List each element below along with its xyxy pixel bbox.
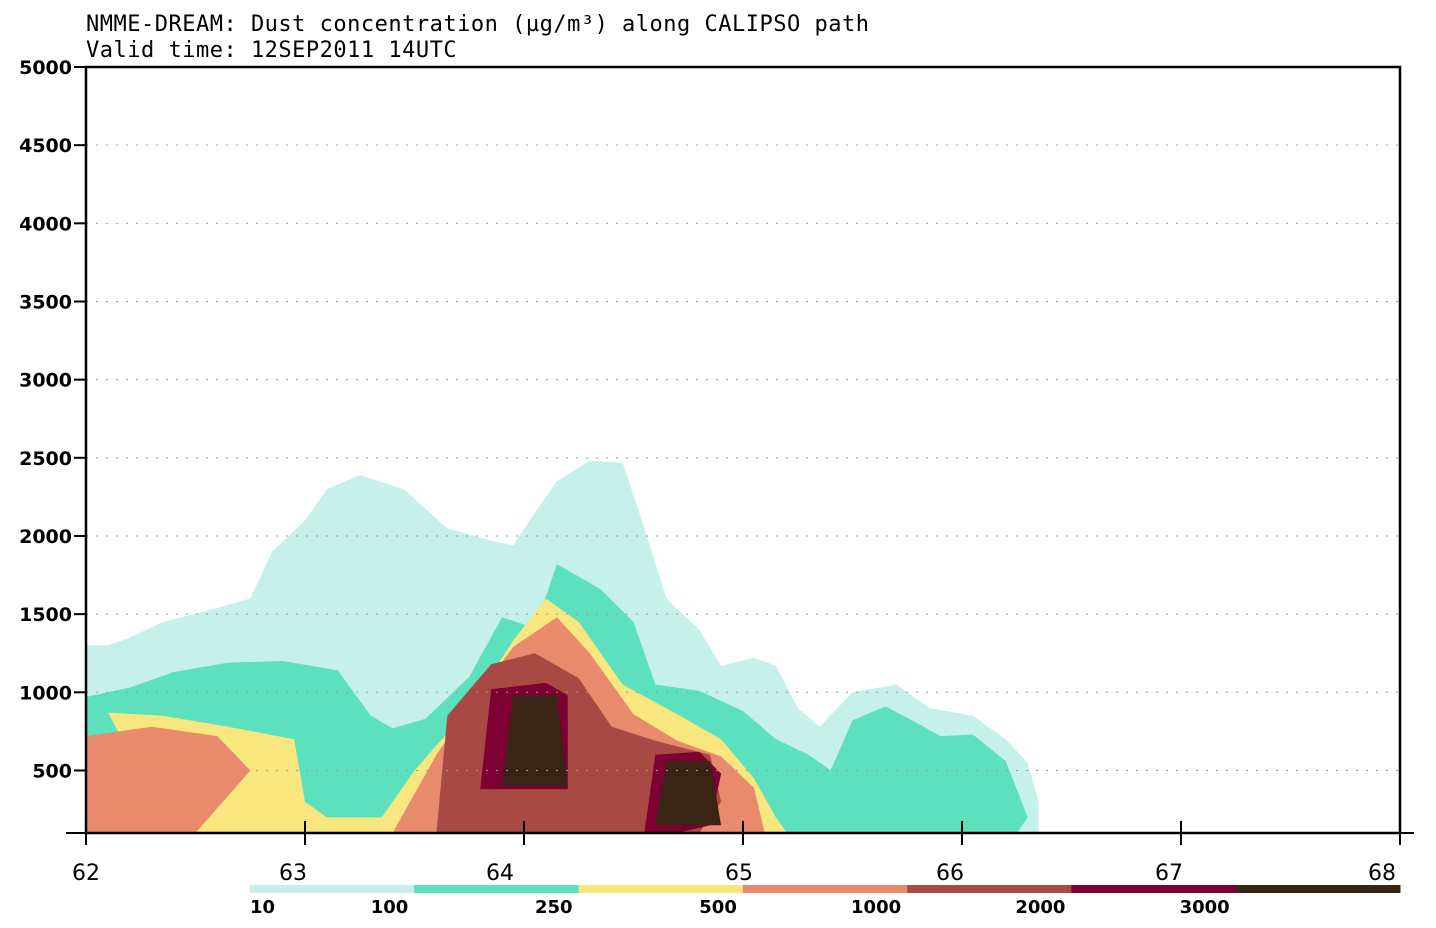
legend-swatch bbox=[907, 885, 1072, 893]
y-tick-label: 5000 bbox=[19, 57, 72, 79]
y-tick-label: 2000 bbox=[19, 526, 72, 548]
legend-label: 2000 bbox=[1015, 897, 1065, 918]
color-legend: 10 100 250 500 1000 2000 3000 bbox=[250, 885, 1401, 918]
chart-title: NMME-DREAM: Dust concentration (µg/m³) a… bbox=[86, 12, 870, 37]
legend-label: 1000 bbox=[851, 897, 901, 918]
y-tick-label: 3000 bbox=[19, 370, 72, 392]
x-tick-label: 64 bbox=[486, 861, 514, 886]
contour-layers bbox=[86, 460, 1039, 833]
contour-level-3000b bbox=[655, 761, 722, 826]
x-axis: 62 63 64 65 66 67 68 bbox=[66, 821, 1414, 886]
x-tick-label: 66 bbox=[936, 861, 964, 886]
y-tick-label: 3500 bbox=[19, 291, 72, 313]
y-tick-label: 1000 bbox=[19, 682, 72, 704]
legend-swatch bbox=[250, 885, 415, 893]
y-tick-label: 500 bbox=[32, 760, 72, 782]
x-tick-label: 68 bbox=[1368, 861, 1396, 886]
chart-subtitle: Valid time: 12SEP2011 14UTC bbox=[86, 38, 458, 63]
contour-level-3000 bbox=[502, 695, 568, 787]
y-tick-label: 4000 bbox=[19, 213, 72, 235]
legend-label: 250 bbox=[535, 897, 573, 918]
legend-swatch bbox=[414, 885, 580, 893]
x-tick-label: 62 bbox=[72, 861, 100, 886]
legend-swatch bbox=[742, 885, 908, 893]
legend-label: 500 bbox=[699, 897, 737, 918]
x-tick-label: 65 bbox=[725, 861, 753, 886]
legend-label: 3000 bbox=[1180, 897, 1230, 918]
contour-level-500 bbox=[86, 726, 251, 833]
x-tick-label: 63 bbox=[279, 861, 307, 886]
legend-label: 100 bbox=[371, 897, 409, 918]
x-tick-label: 67 bbox=[1155, 861, 1183, 886]
legend-swatch bbox=[1071, 885, 1237, 893]
chart-title-block: NMME-DREAM: Dust concentration (µg/m³) a… bbox=[86, 12, 869, 64]
legend-swatch bbox=[578, 885, 744, 893]
y-axis: 500 1000 1500 2000 2500 3000 3500 4000 4500 5000 bbox=[19, 57, 86, 782]
y-tick-label: 4500 bbox=[19, 135, 72, 157]
legend-label: 10 bbox=[250, 897, 275, 918]
y-tick-label: 1500 bbox=[19, 604, 72, 626]
y-tick-label: 2500 bbox=[19, 448, 72, 470]
legend-swatch bbox=[1235, 885, 1401, 893]
